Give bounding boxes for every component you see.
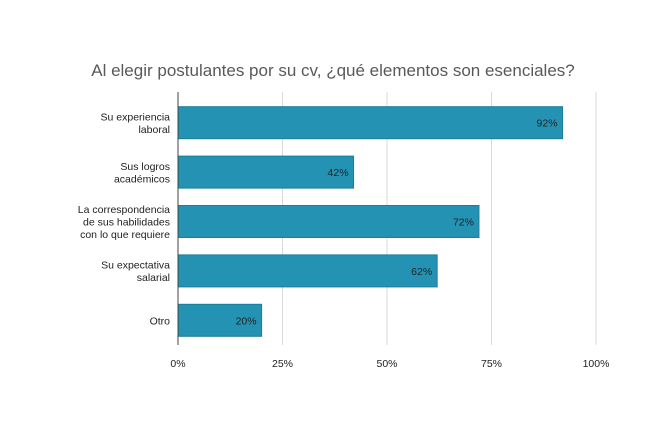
bars: 92% 42% 72% 62% 20% xyxy=(177,106,564,337)
category-label: Sus logros académicos xyxy=(114,161,170,186)
x-tick-label: 25% xyxy=(272,358,293,370)
category-label: La correspondencia de sus habilidades con … xyxy=(78,204,170,241)
x-tick-label: 0% xyxy=(170,358,185,370)
category-label: Su experiencia laboral xyxy=(101,111,171,136)
category-labels: Su experiencia laboral Sus logros académico… xyxy=(78,111,170,327)
bar xyxy=(177,303,263,337)
x-tick-labels: 0% 25% 50% 75% 100% xyxy=(170,358,609,370)
data-label: 42% xyxy=(328,167,349,179)
bar xyxy=(177,155,355,189)
category-label: Su expectativa salarial xyxy=(101,260,170,285)
x-tick-label: 100% xyxy=(583,358,610,370)
data-label: 72% xyxy=(453,217,474,229)
data-label: 20% xyxy=(236,315,257,327)
chart-title: Al elegir postulantes por su cv, ¿qué el… xyxy=(91,61,575,80)
bar xyxy=(177,254,438,288)
bar xyxy=(177,205,480,238)
category-label: Otro xyxy=(150,315,171,327)
x-tick-label: 50% xyxy=(376,358,397,370)
data-label: 92% xyxy=(537,118,558,130)
x-tick-label: 75% xyxy=(481,358,502,370)
bar xyxy=(177,106,564,140)
data-label: 62% xyxy=(411,266,432,278)
